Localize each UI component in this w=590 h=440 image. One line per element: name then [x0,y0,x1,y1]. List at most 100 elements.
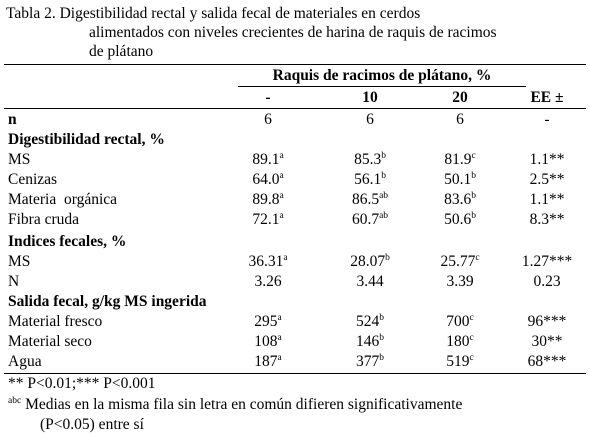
row-label: N [8,273,20,290]
cell-value-20: 50.6b [430,210,490,229]
cell-number: 89.8 [252,191,280,208]
table-row: Material fresco 295a 524b 700c 96*** [0,312,590,331]
table-row: MS 89.1a 85.3b 81.9c 1.1** [0,150,590,169]
cell-superscript: a [277,333,282,343]
section-title-salida: Salida fecal, g/kg MS ingerida [8,293,207,310]
cell-value-20: 50.1b [430,170,490,189]
cell-number: 50.1 [444,171,472,188]
cell-ee: 1.27*** [521,253,573,270]
row-label: Cenizas [8,171,58,188]
col-header-20: 20 [452,89,468,106]
cell-number: 89.1 [252,151,280,168]
cell-number: 83.6 [444,191,472,208]
cell-value-10: 56.1b [340,170,400,189]
cell-superscript: a [283,253,288,263]
cell-superscript: c [469,353,474,363]
row-label: Material seco [8,333,92,350]
cell-ee: 1.1** [529,191,565,208]
section-title-digestibilidad: Digestibilidad rectal, % [8,131,165,148]
table-row: MS 36.31a 28.07b 25.77c 1.27*** [0,252,590,271]
cell-number: 108 [254,333,278,350]
cell-value-10: 146b [340,332,400,351]
cell-number: 377 [356,353,380,370]
col-header-10: 10 [362,89,378,106]
n-row-value-20: 6 [456,111,464,128]
cell-number: 64.0 [252,171,280,188]
cell-number: 146 [356,333,380,350]
row-label: Materia orgánica [8,191,118,208]
cell-superscript: b [379,333,384,343]
footnote-letters-text: Medias en la misma fila sin letra en com… [21,396,463,413]
cell-value-0: 64.0a [238,170,298,189]
cell-superscript: c [475,253,480,263]
cell-number: 50.6 [444,211,472,228]
row-label: MS [8,151,31,168]
cell-number: 3.26 [254,273,282,290]
cell-value-10: 85.3b [340,150,400,169]
cell-superscript: b [471,191,476,201]
cell-superscript: a [279,171,284,181]
cell-superscript: c [471,151,476,161]
section-title-indices: Indices fecales, % [8,233,127,250]
cell-value-10: 3.44 [340,272,400,291]
cell-ee: 30** [531,333,563,350]
n-row-label: n [8,111,17,128]
cell-ee: 1.1** [529,151,565,168]
cell-value-10: 524b [340,312,400,331]
cell-superscript: a [279,211,284,221]
header-rule [4,108,586,109]
caption-line-2: alimentados con niveles crecientes de ha… [89,24,497,41]
cell-value-0: 3.26 [238,272,298,291]
cell-superscript: a [277,353,282,363]
row-label: Fibra cruda [8,211,80,228]
cell-ee: 2.5** [529,171,565,188]
cell-value-20: 180c [430,332,490,351]
cell-ee: 96*** [527,313,567,330]
cell-superscript: a [277,313,282,323]
table-row: N 3.26 3.44 3.39 0.23 [0,272,590,291]
cell-ee: 68*** [527,353,567,370]
cell-superscript: a [279,151,284,161]
cell-value-0: 36.31a [238,252,298,271]
cell-value-20: 83.6b [430,190,490,209]
cell-superscript: ab [379,191,389,201]
cell-superscript: b [471,171,476,181]
cell-number: 524 [356,313,380,330]
caption-line-3: de plátano [89,43,154,60]
cell-number: 28.07 [350,253,386,270]
cell-number: 180 [446,333,470,350]
cell-value-20: 3.39 [430,272,490,291]
n-row-value-ee: - [544,111,550,128]
cell-superscript: b [381,171,386,181]
cell-value-10: 377b [340,352,400,371]
cell-value-0: 89.8a [238,190,298,209]
cell-number: 72.1 [252,211,280,228]
cell-ee: 8.3** [529,211,565,228]
cell-value-10: 28.07b [340,252,400,271]
cell-value-0: 187a [238,352,298,371]
col-header-0: - [265,89,271,106]
col-header-ee: EE ± [530,89,564,106]
n-row-value-0: 6 [264,111,272,128]
group-header-underline [238,86,526,87]
cell-number: 86.5 [351,191,380,208]
cell-value-10: 86.5ab [340,190,400,209]
cell-value-20: 700c [430,312,490,331]
bottom-rule [4,373,586,374]
cell-superscript: b [385,253,390,263]
footnote-significance: ** P<0.01;*** P<0.001 [8,375,156,392]
cell-number: 3.44 [356,273,384,290]
table-caption: Tabla 2. Digestibilidad rectal y salida … [6,4,581,61]
cell-ee: 0.23 [533,273,561,290]
footnote-letters-continued: (P<0.05) entre sí [40,416,144,433]
cell-value-20: 81.9c [430,150,490,169]
footnote-letters: abc Medias en la misma fila sin letra en… [8,395,462,414]
n-row-value-10: 6 [366,111,374,128]
cell-number: 36.31 [248,253,284,270]
cell-superscript: b [471,211,476,221]
row-label: Agua [8,353,42,370]
cell-number: 81.9 [444,151,472,168]
cell-superscript: b [381,151,386,161]
footnote-letters-superscript: abc [8,396,22,406]
cell-value-0: 72.1a [238,210,298,229]
